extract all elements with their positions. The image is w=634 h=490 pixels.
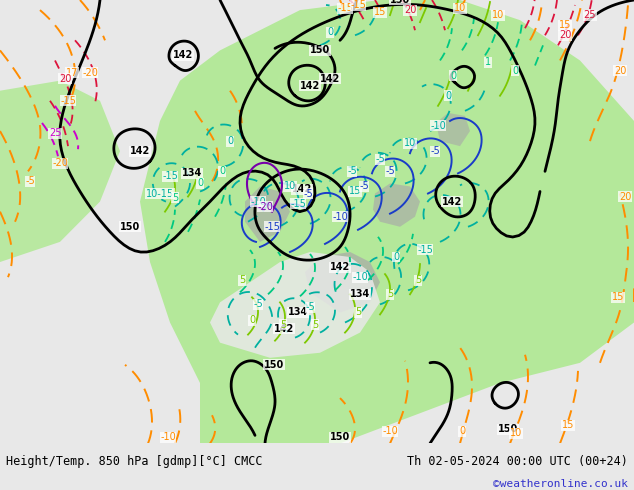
- Text: -5: -5: [385, 166, 395, 176]
- Text: 142: 142: [320, 74, 340, 84]
- Text: Th 02-05-2024 00:00 UTC (00+24): Th 02-05-2024 00:00 UTC (00+24): [407, 455, 628, 467]
- Text: 10: 10: [284, 181, 296, 192]
- Text: 142: 142: [130, 146, 150, 156]
- Text: 0: 0: [219, 166, 225, 176]
- Text: 1: 1: [485, 57, 491, 68]
- Text: 10: 10: [454, 3, 466, 13]
- Text: -10: -10: [430, 121, 446, 131]
- Text: 0: 0: [393, 252, 399, 262]
- Text: 142: 142: [442, 196, 462, 207]
- Text: 5: 5: [415, 275, 421, 285]
- Text: 150: 150: [498, 424, 518, 434]
- Text: -10: -10: [332, 212, 348, 221]
- Text: 0: 0: [327, 27, 333, 37]
- Text: 10-15: 10-15: [146, 189, 174, 198]
- Text: 5: 5: [355, 307, 361, 318]
- Text: -20: -20: [82, 68, 98, 77]
- Text: 150: 150: [120, 222, 140, 232]
- Text: -15: -15: [417, 245, 433, 255]
- Text: -5: -5: [375, 154, 385, 164]
- Text: -10: -10: [160, 432, 176, 442]
- Text: 150: 150: [264, 360, 284, 370]
- Text: 142: 142: [330, 262, 350, 272]
- Text: 0: 0: [512, 66, 518, 75]
- Text: -20: -20: [52, 158, 68, 168]
- Text: 15: 15: [559, 20, 571, 30]
- Text: 142: 142: [274, 323, 294, 334]
- Text: -5: -5: [359, 181, 369, 192]
- Text: -15: -15: [60, 96, 76, 106]
- Text: 142: 142: [292, 184, 312, 195]
- Text: -5: -5: [347, 166, 357, 176]
- Polygon shape: [0, 81, 120, 262]
- Text: 0: 0: [197, 178, 203, 189]
- Text: 10: 10: [492, 10, 504, 20]
- Text: -5: -5: [253, 299, 263, 309]
- Text: 0: 0: [445, 91, 451, 101]
- Text: 0: 0: [227, 136, 233, 146]
- Text: -10: -10: [250, 196, 266, 207]
- Text: 134: 134: [350, 289, 370, 299]
- Text: 15: 15: [562, 420, 574, 430]
- Text: 5: 5: [239, 275, 245, 285]
- Text: -15: -15: [264, 222, 280, 232]
- Text: -10: -10: [352, 272, 368, 282]
- Text: 0: 0: [450, 71, 456, 80]
- Text: 5: 5: [280, 319, 286, 329]
- Polygon shape: [436, 113, 470, 146]
- Text: 142: 142: [300, 81, 320, 91]
- Text: Height/Temp. 850 hPa [gdmp][°C] CMCC: Height/Temp. 850 hPa [gdmp][°C] CMCC: [6, 455, 263, 467]
- Polygon shape: [140, 0, 634, 443]
- Polygon shape: [245, 187, 290, 242]
- Text: 15: 15: [374, 7, 386, 17]
- Text: -5: -5: [25, 176, 35, 186]
- Text: ©weatheronline.co.uk: ©weatheronline.co.uk: [493, 479, 628, 490]
- Text: 5: 5: [172, 193, 178, 202]
- Text: 5: 5: [312, 319, 318, 329]
- Text: 142: 142: [173, 50, 193, 60]
- Text: -15: -15: [290, 198, 306, 209]
- Text: 25: 25: [584, 10, 596, 20]
- Text: -15: -15: [350, 0, 366, 10]
- Text: 20: 20: [59, 74, 71, 84]
- Text: 10: 10: [404, 138, 416, 148]
- Text: 134: 134: [288, 307, 308, 318]
- Text: -10: -10: [382, 426, 398, 437]
- Text: -20: -20: [257, 201, 273, 212]
- Text: 20: 20: [404, 5, 416, 15]
- Text: 20: 20: [619, 192, 631, 201]
- Text: -15: -15: [162, 172, 178, 181]
- Text: -15: -15: [337, 3, 353, 13]
- Polygon shape: [305, 252, 380, 313]
- Text: 15: 15: [612, 293, 624, 302]
- Text: 15: 15: [349, 187, 361, 196]
- Text: -5: -5: [430, 146, 440, 156]
- Text: 0: 0: [459, 426, 465, 437]
- Text: 20: 20: [614, 66, 626, 75]
- Text: 134: 134: [182, 169, 202, 178]
- Text: 0: 0: [249, 316, 255, 325]
- Text: 150: 150: [330, 432, 350, 442]
- Text: 20: 20: [559, 30, 571, 40]
- Text: 25: 25: [49, 128, 61, 138]
- Text: 5: 5: [387, 289, 393, 299]
- Text: 17: 17: [66, 68, 78, 77]
- Text: -5: -5: [303, 189, 313, 198]
- Text: 10: 10: [510, 428, 522, 439]
- Text: 150: 150: [310, 46, 330, 55]
- Text: -5: -5: [305, 302, 315, 313]
- Polygon shape: [210, 252, 380, 358]
- Text: 150: 150: [390, 0, 410, 5]
- Polygon shape: [373, 183, 420, 227]
